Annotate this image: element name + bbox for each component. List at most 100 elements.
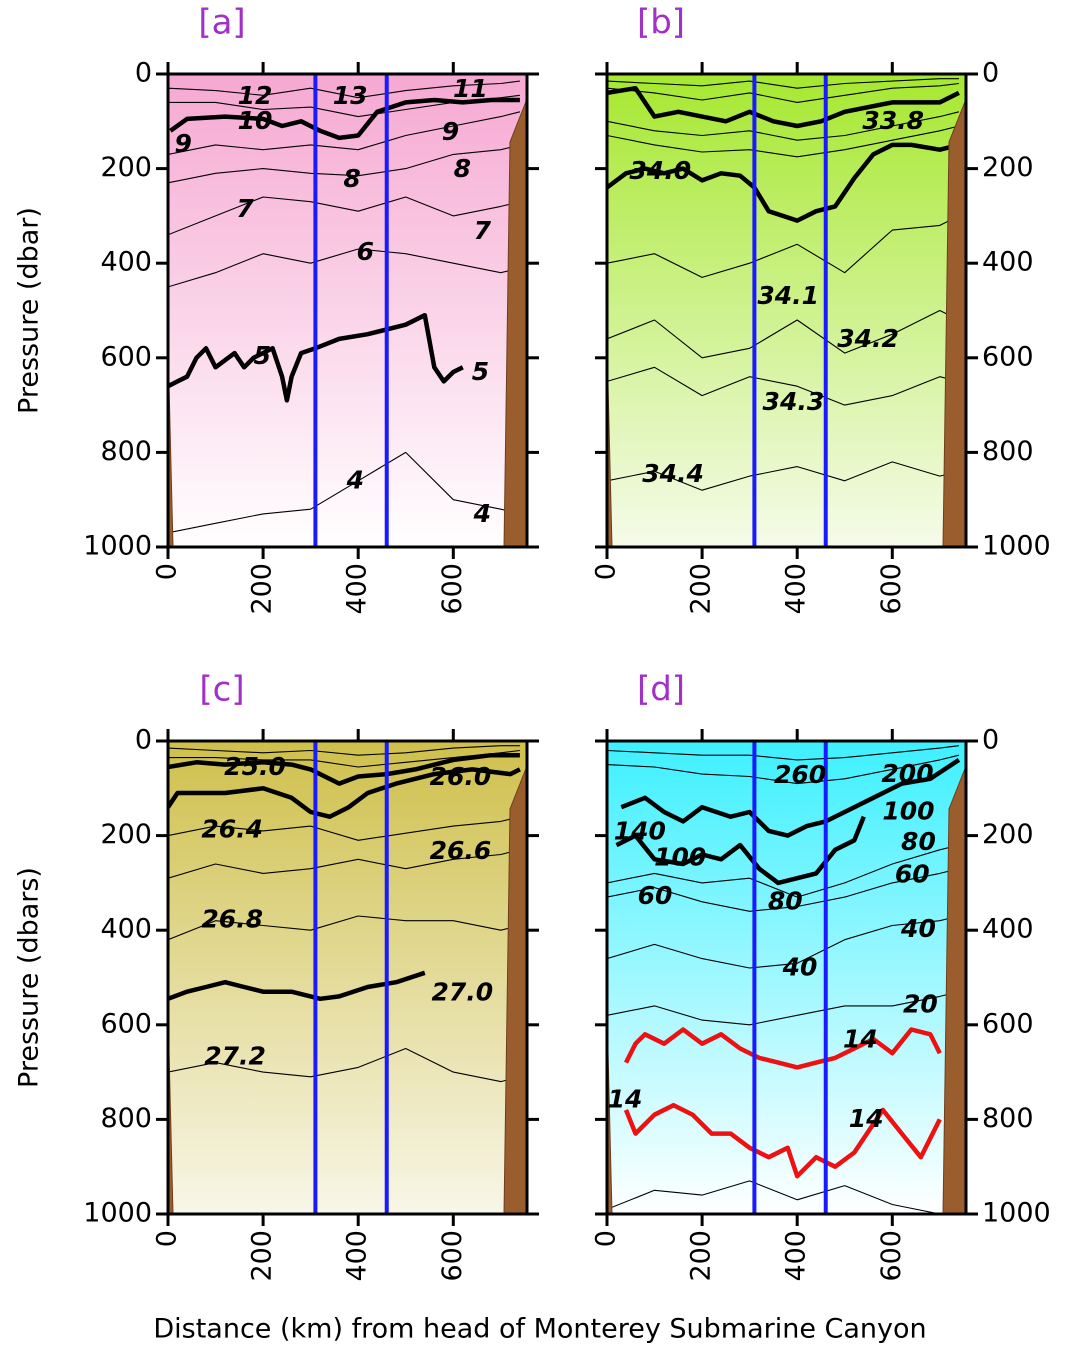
contour-line: [168, 816, 521, 841]
x-axis-label: Distance (km) from head of Monterey Subm…: [153, 1314, 926, 1345]
contour-line: [623, 1102, 942, 1179]
x-tick-label: 600: [876, 563, 907, 615]
y-tick-label: 800: [982, 1103, 1034, 1134]
contour-line: [168, 970, 426, 1002]
y-tick-label: 400: [982, 247, 1034, 278]
contour-label: 26.0: [430, 762, 492, 791]
contour-line: [620, 758, 961, 838]
plot-frame: [166, 739, 529, 1216]
panel-title: [a]: [198, 3, 245, 43]
y-tick-label: 200: [100, 152, 152, 183]
x-tick-label: 400: [342, 1230, 373, 1282]
y-tick-label: 800: [100, 436, 152, 467]
contour-label: 9: [442, 117, 459, 146]
plot-frame: [166, 72, 529, 549]
contour-line: [168, 915, 521, 941]
contour-line: [607, 85, 960, 129]
contour-label: 10: [238, 106, 273, 135]
y-axis-label: Pressure (dbars): [14, 867, 45, 1088]
contour-label: 14: [849, 1104, 884, 1133]
y-tick-label: 400: [100, 247, 152, 278]
contour-line: [607, 309, 960, 359]
contour-line: [615, 815, 866, 886]
y-tick-label: 400: [982, 914, 1034, 945]
y-tick-label: 1000: [982, 1198, 1051, 1229]
contour-line: [168, 111, 521, 155]
plot-area: [168, 741, 527, 1214]
plot-background: [168, 741, 527, 1214]
contour-label: 34.1: [757, 281, 819, 310]
plot-area: [607, 741, 966, 1214]
x-tick-label: 600: [876, 1230, 907, 1282]
contour-line: [607, 991, 960, 1026]
x-tick-label: 400: [781, 1230, 812, 1282]
contour-line: [168, 745, 520, 756]
contour-line: [607, 215, 960, 278]
contour-label: 8: [454, 154, 471, 183]
contour-label: 14: [843, 1024, 878, 1053]
contour-label: 7: [474, 216, 492, 245]
y-tick-label: 400: [100, 914, 152, 945]
panel: 33.8 34.0 34.1 34.2 34.3 34.4 0 200 400 600 800 100…: [591, 3, 1051, 615]
contour-line: [607, 844, 960, 898]
plot-background: [607, 74, 966, 547]
contour-label: 140: [614, 816, 666, 845]
contour-label: 33.8: [862, 106, 924, 135]
contour-line: [607, 915, 960, 969]
contour-label: 11: [453, 74, 488, 103]
y-tick-label: 200: [100, 819, 152, 850]
contour-label: 13: [333, 81, 368, 110]
panel-title: [d]: [637, 670, 685, 710]
contour-label: 6: [357, 237, 374, 266]
contour-label: 34.4: [642, 459, 704, 488]
contour-line: [607, 745, 959, 761]
y-tick-label: 200: [982, 819, 1034, 850]
contour-line: [607, 868, 960, 912]
contour-label: 34.0: [629, 156, 691, 185]
plot-frame: [605, 739, 968, 1216]
contour-line: [607, 754, 960, 785]
topography: [503, 765, 527, 1214]
plot-background: [607, 741, 966, 1214]
contour-line: [168, 80, 520, 99]
contour-line: [623, 1027, 942, 1070]
contour-label: 7: [236, 194, 254, 223]
contour-label: 26.6: [430, 836, 492, 865]
x-tick-label: 200: [686, 563, 717, 615]
contour-label: 34.2: [837, 324, 899, 353]
y-axis-label: Pressure (dbar): [14, 207, 45, 414]
contour-label: 200: [881, 759, 933, 788]
y-tick-label: 0: [982, 725, 999, 756]
y-tick-label: 600: [982, 1008, 1034, 1039]
x-tick-label: 600: [437, 563, 468, 615]
x-tick-label: 400: [342, 563, 373, 615]
contour-line: [168, 1047, 521, 1083]
x-tick-label: 400: [781, 563, 812, 615]
contour-line: [168, 144, 521, 184]
panel: 25.0 26.0 26.4 26.6 26.8 27.0 27.2 0 200 400 600 80…: [14, 670, 539, 1282]
contour-label: 9: [175, 129, 192, 158]
contour-label: 60: [638, 881, 673, 910]
contour-label: 4: [473, 499, 491, 528]
contour-label: 5: [472, 357, 489, 386]
contour-line: [168, 752, 520, 786]
contour-line: [607, 111, 960, 141]
contour-label: 40: [900, 914, 936, 943]
contour-line: [607, 125, 960, 158]
plot-area: [607, 74, 966, 547]
contour-label: 60: [895, 859, 930, 888]
y-tick-label: 1000: [83, 1198, 152, 1229]
y-tick-label: 0: [982, 58, 999, 89]
topography: [942, 765, 966, 1214]
contour-label: 26.4: [201, 814, 263, 843]
y-tick-label: 0: [135, 725, 152, 756]
contour-label: 100: [654, 842, 706, 871]
topography: [942, 98, 966, 547]
contour-label: 40: [782, 953, 818, 982]
panel-title: [c]: [199, 670, 244, 710]
contour-line: [168, 849, 521, 879]
y-tick-label: 600: [100, 1008, 152, 1039]
contour-label: 5: [253, 341, 270, 370]
